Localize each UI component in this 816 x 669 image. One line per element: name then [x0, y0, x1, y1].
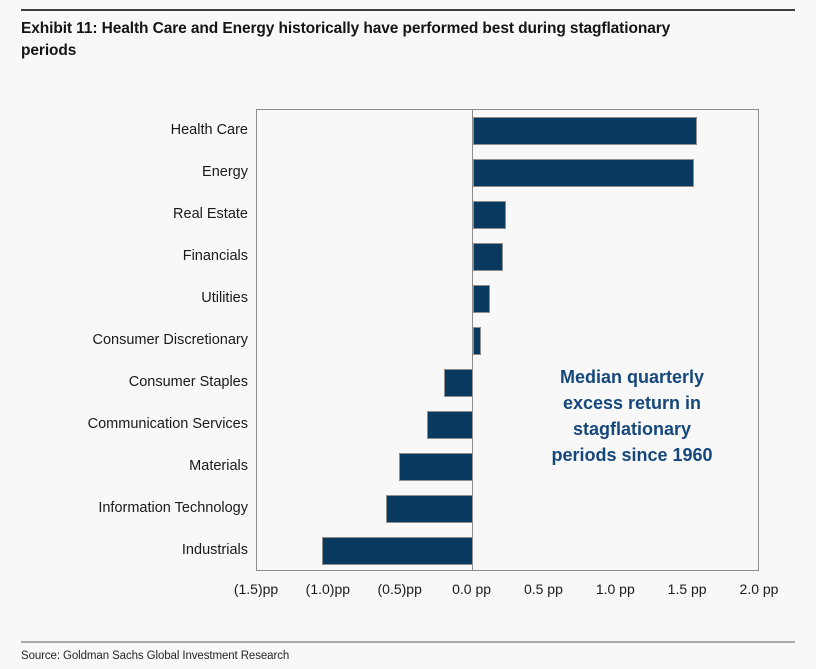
x-tick-label-4: 0.5 pp [523, 581, 563, 597]
annotation-line-2: excess return in [562, 393, 702, 413]
source-note: Source: Goldman Sachs Global Investment … [21, 650, 290, 662]
bar-consumer-discretionary [472, 327, 482, 355]
x-tick-label-1: (1.0)pp [305, 581, 351, 597]
bar-industrials [321, 537, 473, 565]
category-label-utilities: Utilities [201, 290, 248, 306]
x-tick-label-6: 1.5 pp [667, 581, 707, 597]
annotation-line-1: Median quarterly [559, 367, 705, 387]
exhibit-title-line-1: Exhibit 11: Health Care and Energy histo… [21, 20, 671, 37]
top-rule [21, 9, 795, 11]
category-label-information-technology: Information Technology [98, 500, 248, 516]
x-tick-label-7: 2.0 pp [739, 581, 779, 597]
category-label-industrials: Industrials [181, 542, 248, 558]
category-label-consumer-discretionary: Consumer Discretionary [92, 332, 248, 348]
chart-annotation: Median quarterly excess return in stagflat… [519, 364, 745, 468]
chart-plot [256, 109, 759, 571]
category-label-real-estate: Real Estate [173, 206, 248, 222]
bar-materials [399, 453, 473, 481]
x-tick-label-0: (1.5)pp [233, 581, 279, 597]
exhibit-title: Exhibit 11: Health Care and Energy histo… [21, 18, 799, 61]
annotation-line-4: periods since 1960 [551, 445, 713, 465]
bar-energy [472, 159, 694, 187]
annotation-line-3: stagflationary [572, 419, 692, 439]
bar-real-estate [472, 201, 506, 229]
bottom-rule [21, 641, 795, 643]
bar-health-care [472, 117, 697, 145]
category-label-consumer-staples: Consumer Staples [128, 374, 248, 390]
bar-communication-services [426, 411, 473, 439]
x-tick-label-3: 0.0 pp [452, 581, 492, 597]
bar-consumer-staples [443, 369, 473, 397]
category-label-communication-services: Communication Services [87, 416, 248, 432]
exhibit-title-line-2: periods [21, 41, 77, 59]
bar-utilities [472, 285, 490, 313]
x-tick-label-5: 1.0 pp [595, 581, 635, 597]
bar-information-technology [386, 495, 473, 523]
category-label-materials: Materials [189, 458, 248, 474]
category-label-energy: Energy [202, 164, 248, 180]
category-label-health-care: Health Care [170, 122, 248, 138]
bar-financials [472, 243, 503, 271]
category-label-financials: Financials [182, 248, 248, 264]
x-tick-label-2: (0.5)pp [377, 581, 422, 597]
